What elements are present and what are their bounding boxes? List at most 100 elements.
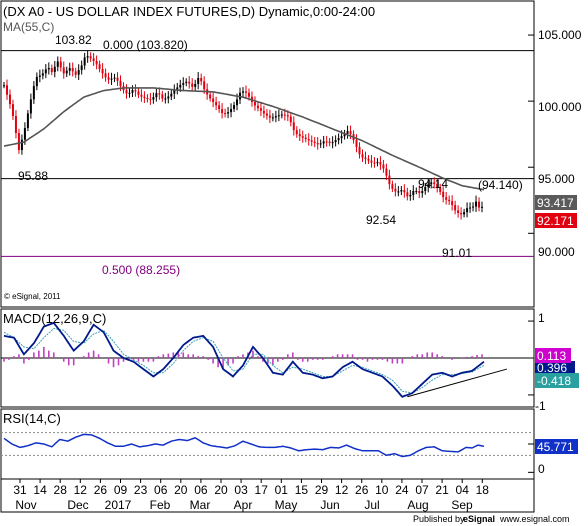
macd-line: [3, 321, 485, 398]
footer-website: www.esignal.com: [499, 514, 570, 524]
candle-body: [218, 105, 221, 110]
candle-body: [65, 70, 68, 74]
month-label: 2017: [105, 498, 132, 512]
candle-body: [373, 162, 376, 164]
candle-body: [274, 116, 277, 118]
candle-body: [289, 116, 292, 123]
candle-body: [38, 75, 41, 77]
candle-body: [370, 160, 373, 163]
date-tick-label: 15: [295, 483, 309, 497]
candle-body: [215, 102, 218, 106]
histogram-value-badge: [535, 373, 579, 388]
date-tick-label: 29: [315, 483, 329, 497]
candle-body: [173, 90, 176, 94]
candle-body: [227, 112, 230, 114]
macd-trendline: [407, 368, 508, 398]
candle-body: [230, 109, 233, 113]
price-chart-layer: [1, 34, 534, 257]
candle-body: [262, 110, 265, 114]
candle-body: [259, 108, 262, 111]
date-tick-label: 12: [335, 483, 349, 497]
candle-body: [164, 98, 167, 100]
date-tick-label: 06: [154, 483, 168, 497]
low-95-88-annotation: 95.88: [18, 169, 48, 183]
rsi-panel-frame: [0, 408, 535, 480]
candle-body: [23, 128, 26, 140]
candle-body: [86, 56, 89, 58]
candle-body: [3, 85, 5, 87]
candle-body: [53, 66, 56, 73]
candle-body: [376, 162, 379, 164]
candle-body: [80, 65, 83, 71]
candle-body: [176, 87, 179, 91]
candle-body: [71, 68, 74, 72]
candle-body: [343, 133, 346, 137]
candle-body: [328, 141, 331, 143]
date-tick-label: 28: [54, 483, 68, 497]
date-tick-label: 23: [134, 483, 148, 497]
date-tick-label: 01: [275, 483, 289, 497]
candle-body: [445, 197, 448, 200]
candle-body: [77, 70, 80, 75]
candle-body: [161, 94, 164, 99]
ma-value-badge: [535, 195, 577, 210]
date-tick-label: 04: [456, 483, 470, 497]
candle-body: [325, 141, 328, 143]
candle-body: [119, 80, 122, 87]
date-tick-label: 20: [214, 483, 228, 497]
candle-body: [244, 91, 247, 93]
candle-body: [95, 61, 98, 65]
candle-body: [310, 140, 313, 142]
candle-body: [170, 93, 173, 97]
date-tick-label: 12: [74, 483, 88, 497]
macd-tick-1: 1: [538, 311, 545, 325]
candle-body: [388, 175, 391, 185]
signal-value-badge-text: 0.396: [537, 361, 567, 375]
candle-body: [8, 94, 11, 105]
candle-body: [131, 90, 134, 93]
candle-body: [107, 77, 110, 80]
candle-body: [253, 102, 256, 106]
candle-body: [17, 133, 20, 151]
candle-body: [212, 98, 215, 103]
rsi-value-badge-text: 45.771: [537, 440, 574, 454]
candle-body: [409, 194, 412, 197]
low-91-01-annotation: 91.01: [442, 246, 472, 260]
candle-body: [50, 68, 53, 73]
candle-body: [406, 192, 409, 197]
candle-body: [128, 92, 131, 94]
candle-body: [185, 81, 188, 84]
candle-body: [364, 157, 367, 159]
candle-body: [197, 78, 200, 84]
date-tick-label: 20: [174, 483, 188, 497]
date-tick-label: 24: [395, 483, 409, 497]
month-label: Sep: [451, 498, 473, 512]
month-label: Jul: [364, 498, 379, 512]
month-label: Mar: [190, 498, 211, 512]
candle-body: [349, 131, 352, 135]
macd-value-badge-text: 0.113: [537, 349, 566, 363]
candle-body: [11, 104, 14, 117]
candle-body: [83, 57, 86, 66]
candle-body: [35, 76, 38, 87]
candle-body: [92, 58, 95, 62]
candle-body: [367, 158, 370, 161]
candle-body: [457, 210, 460, 214]
date-tick-label: 26: [355, 483, 369, 497]
candle-body: [233, 105, 236, 110]
candle-body: [346, 131, 349, 134]
candle-body: [265, 113, 268, 116]
date-tick-label: 18: [476, 483, 490, 497]
candle-body: [44, 69, 47, 74]
rsi-indicator-label: RSI(14,C): [3, 411, 61, 426]
candle-body: [134, 90, 137, 92]
candle-body: [179, 84, 182, 88]
candle-body: [463, 212, 466, 215]
candle-body: [167, 96, 170, 99]
last-price-badge: [535, 213, 577, 228]
candle-body: [242, 91, 245, 93]
candle-body: [403, 190, 406, 193]
date-tick-label: 09: [114, 483, 128, 497]
candle-body: [313, 141, 316, 143]
